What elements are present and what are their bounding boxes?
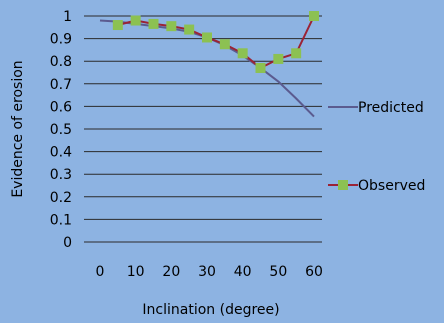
x-axis-ticks: 0 10 20 30 40 50 60: [96, 264, 323, 280]
series-observed: [112, 11, 319, 73]
y-axis-ticks: 0 0.1 0.2 0.3 0.4 0.5 0.6 0.7 0.8 0.9 1: [50, 9, 72, 251]
data-point: [237, 48, 248, 59]
data-point: [309, 11, 319, 21]
data-point: [112, 20, 123, 31]
x-tick-label: 0: [96, 264, 105, 280]
y-tick-label: 0.4: [50, 145, 72, 161]
legend-item-observed: Observed: [328, 178, 425, 194]
x-axis-title: Inclination (degree): [142, 302, 279, 318]
x-tick-label: 60: [305, 264, 323, 280]
y-tick-label: 1: [63, 9, 72, 25]
data-point: [166, 21, 177, 32]
legend-label: Observed: [358, 178, 425, 194]
y-axis-title: Evidence of erosion: [10, 60, 26, 197]
data-point: [148, 18, 159, 29]
data-point: [273, 53, 284, 64]
y-tick-label: 0.1: [50, 212, 72, 228]
legend-label: Predicted: [358, 100, 424, 116]
series: [99, 11, 319, 118]
data-point: [291, 48, 302, 59]
x-tick-label: 40: [234, 264, 252, 280]
grid-lines: [84, 15, 322, 243]
y-tick-label: 0.5: [50, 122, 72, 138]
legend: Predicted Observed: [328, 100, 425, 194]
legend-item-predicted: Predicted: [328, 100, 424, 116]
y-tick-label: 0.3: [50, 167, 72, 183]
data-point: [184, 24, 195, 35]
legend-marker: [338, 180, 348, 190]
x-tick-label: 10: [127, 264, 145, 280]
y-tick-label: 0: [63, 235, 72, 251]
x-tick-label: 20: [162, 264, 180, 280]
y-tick-label: 0.2: [50, 190, 72, 206]
data-point: [219, 39, 230, 50]
x-tick-label: 50: [269, 264, 287, 280]
data-point: [130, 15, 141, 26]
y-tick-label: 0.7: [50, 77, 72, 93]
y-tick-label: 0.6: [50, 99, 72, 115]
data-point: [202, 32, 212, 43]
y-tick-label: 0.9: [50, 32, 72, 48]
x-tick-label: 30: [198, 264, 216, 280]
y-tick-label: 0.8: [50, 54, 72, 70]
data-point: [255, 62, 266, 73]
